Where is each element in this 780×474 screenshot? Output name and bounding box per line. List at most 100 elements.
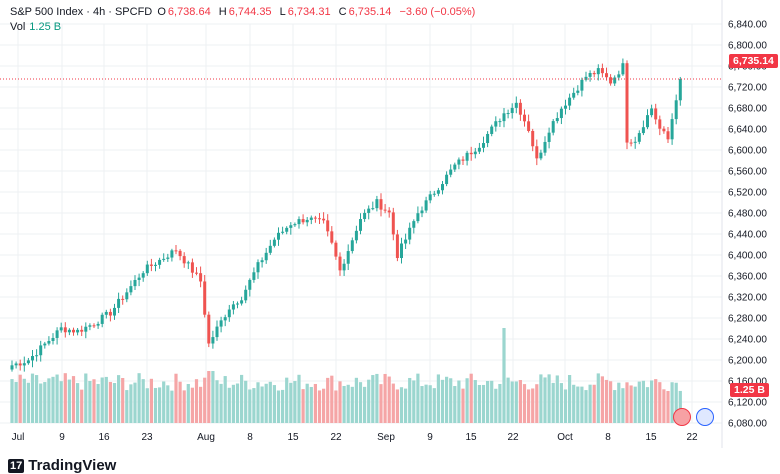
volume-bar bbox=[215, 380, 219, 423]
candle bbox=[248, 279, 252, 290]
candle bbox=[264, 252, 268, 261]
candle bbox=[39, 345, 43, 356]
volume-bar bbox=[490, 380, 494, 423]
x-tick-label: Jul bbox=[12, 432, 25, 443]
volume-bar bbox=[465, 378, 469, 423]
candle bbox=[502, 113, 506, 122]
candle bbox=[543, 141, 547, 153]
candle bbox=[346, 251, 350, 264]
volume-label[interactable]: Vol bbox=[10, 21, 26, 33]
volume-bar bbox=[141, 379, 145, 423]
high-label: H bbox=[218, 6, 227, 18]
volume-bar bbox=[281, 389, 285, 423]
x-tick-label: 16 bbox=[98, 432, 110, 443]
volume-bar bbox=[584, 390, 588, 423]
volume-bar bbox=[604, 379, 609, 423]
candle bbox=[486, 133, 490, 144]
y-tick-label: 6,640.00 bbox=[728, 125, 767, 136]
candle bbox=[670, 119, 674, 140]
candle bbox=[650, 108, 654, 116]
volume-bar bbox=[256, 382, 260, 423]
volume-bar bbox=[375, 373, 379, 423]
candle bbox=[182, 256, 186, 264]
volume-bar bbox=[535, 384, 539, 423]
volume-bar bbox=[108, 381, 112, 423]
volume-bar bbox=[559, 383, 563, 423]
volume-bar bbox=[440, 379, 445, 423]
low-value: 6,734.31 bbox=[287, 6, 331, 18]
candle bbox=[363, 212, 367, 220]
volume-bar bbox=[633, 386, 637, 423]
volume-bar bbox=[543, 377, 547, 423]
volume-bar bbox=[650, 380, 654, 423]
volume-bar bbox=[289, 382, 293, 423]
volume-bar bbox=[453, 386, 457, 423]
volume-bar bbox=[80, 389, 84, 423]
candle bbox=[621, 63, 625, 75]
candle bbox=[84, 326, 88, 332]
volume-bar bbox=[399, 387, 404, 423]
volume-bar bbox=[404, 388, 408, 423]
volume-bar bbox=[71, 376, 76, 423]
candle bbox=[625, 63, 629, 143]
candle bbox=[72, 329, 75, 333]
candle bbox=[432, 193, 436, 195]
candle bbox=[223, 317, 227, 321]
volume-bar bbox=[420, 386, 424, 423]
volume-bar bbox=[662, 389, 666, 423]
volume-bar bbox=[371, 375, 375, 423]
candle bbox=[428, 194, 432, 201]
close-label: C bbox=[338, 6, 347, 18]
volume-bar bbox=[30, 373, 35, 423]
candle bbox=[457, 159, 461, 165]
candle bbox=[400, 243, 403, 259]
candle bbox=[43, 343, 47, 346]
y-tick-label: 6,400.00 bbox=[728, 251, 767, 262]
candle bbox=[465, 152, 469, 161]
symbol-name[interactable]: S&P 500 Index · 4h · SPCFD bbox=[10, 6, 153, 18]
candle bbox=[379, 199, 383, 210]
tradingview-logo[interactable]: 17 TradingView bbox=[8, 457, 116, 474]
candle bbox=[318, 218, 321, 220]
candle bbox=[408, 227, 412, 240]
candle bbox=[149, 264, 153, 266]
candle bbox=[113, 307, 116, 316]
volume-bar bbox=[92, 379, 96, 423]
volume-bar bbox=[461, 388, 465, 423]
volume-bar bbox=[248, 389, 252, 423]
volume-bar bbox=[203, 377, 207, 423]
candle bbox=[572, 92, 576, 98]
candle bbox=[387, 210, 391, 213]
us-flag-event-icon[interactable] bbox=[696, 408, 714, 426]
candle bbox=[158, 259, 162, 265]
volume-bar bbox=[297, 374, 301, 423]
close-value: 6,735.14 bbox=[348, 6, 392, 18]
candle bbox=[92, 325, 96, 327]
candle bbox=[600, 68, 604, 74]
candle bbox=[141, 273, 145, 278]
volume-bar bbox=[285, 377, 289, 423]
volume-bar bbox=[18, 374, 22, 423]
candle bbox=[678, 79, 682, 101]
x-tick-label: 15 bbox=[287, 432, 299, 443]
volume-bar bbox=[100, 377, 104, 423]
volume-bar bbox=[428, 385, 432, 423]
earnings-event-icon[interactable] bbox=[673, 408, 691, 426]
candle bbox=[170, 250, 174, 258]
volume-bar bbox=[510, 381, 514, 423]
volume-bar bbox=[117, 375, 121, 423]
candle bbox=[559, 108, 563, 119]
x-tick-label: 8 bbox=[247, 432, 253, 443]
volume-bar bbox=[153, 387, 158, 423]
volume-bar bbox=[149, 378, 153, 423]
candle bbox=[404, 239, 408, 244]
volume-bar bbox=[55, 374, 59, 423]
candle bbox=[412, 221, 416, 228]
volume-bar bbox=[137, 373, 141, 423]
candle bbox=[547, 132, 551, 142]
volume-bar bbox=[613, 390, 617, 423]
volume-bar bbox=[272, 385, 276, 423]
volume-bar bbox=[522, 384, 527, 423]
x-tick-label: Sep bbox=[377, 432, 395, 443]
